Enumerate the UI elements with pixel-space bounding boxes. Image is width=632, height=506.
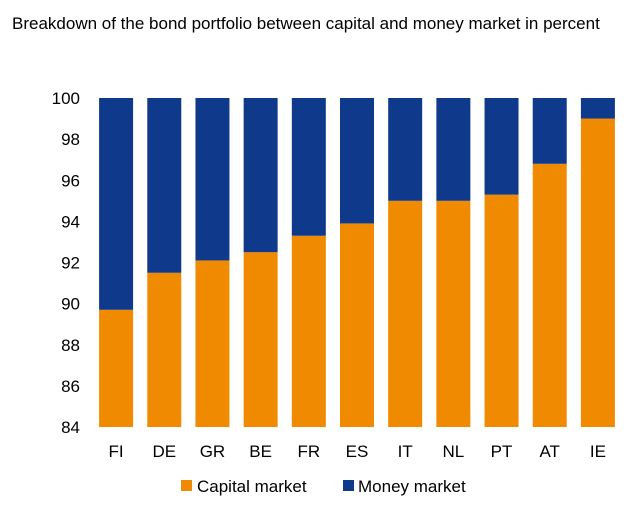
legend: Capital market Money market	[181, 477, 466, 496]
x-tick-label: IE	[590, 442, 606, 461]
x-tick-label: BE	[249, 442, 272, 461]
legend-swatch-capital-market	[181, 480, 192, 491]
legend-label-money-market: Money market	[358, 477, 466, 496]
bar-money-market-ie	[580, 98, 615, 119]
x-tick-label: ES	[346, 442, 369, 461]
legend-swatch-money-market	[343, 480, 354, 491]
bar-money-market-be	[243, 98, 278, 253]
bar-capital-market-es	[340, 223, 374, 427]
x-tick-label: PT	[491, 442, 513, 461]
chart-title: Breakdown of the bond portfolio between …	[12, 14, 600, 33]
bars	[99, 98, 615, 428]
bar-capital-market-it	[388, 200, 423, 427]
y-tick-label: 96	[61, 171, 80, 190]
bar-capital-market-nl	[436, 200, 471, 427]
y-tick-label: 88	[61, 336, 80, 355]
bar-money-market-gr	[195, 98, 230, 261]
bar-capital-market-at	[532, 163, 567, 428]
bar-money-market-nl	[436, 98, 471, 201]
bar-money-market-es	[340, 98, 374, 224]
bar-capital-market-fr	[291, 235, 326, 427]
y-axis: 84 86 88 90 92 94 96 98 100	[52, 89, 80, 437]
x-tick-label: NL	[442, 442, 464, 461]
bar-capital-market-ie	[580, 118, 615, 427]
y-tick-label: 86	[61, 377, 80, 396]
y-tick-label: 90	[61, 295, 80, 314]
bar-money-market-at	[532, 98, 567, 164]
y-tick-label: 94	[61, 212, 80, 231]
x-tick-label: FR	[297, 442, 320, 461]
y-tick-label: 100	[52, 89, 80, 108]
y-tick-label: 92	[61, 254, 80, 273]
x-tick-label: DE	[152, 442, 176, 461]
bar-money-market-pt	[484, 98, 519, 195]
y-tick-label: 84	[61, 418, 80, 437]
bar-capital-market-gr	[195, 260, 230, 427]
x-tick-label: GR	[200, 442, 226, 461]
x-tick-label: IT	[398, 442, 413, 461]
x-axis: FI DE GR BE FR ES IT NL PT AT IE	[109, 442, 606, 461]
x-tick-label: AT	[539, 442, 559, 461]
bar-money-market-it	[388, 98, 423, 201]
bar-money-market-fr	[291, 98, 326, 236]
legend-label-capital-market: Capital market	[197, 477, 307, 496]
y-tick-label: 98	[61, 130, 80, 149]
bar-capital-market-fi	[99, 309, 134, 427]
x-tick-label: FI	[109, 442, 124, 461]
bar-capital-market-de	[147, 272, 182, 427]
bar-money-market-fi	[99, 98, 134, 310]
bar-capital-market-be	[243, 252, 278, 427]
bar-capital-market-pt	[484, 194, 519, 427]
bar-money-market-de	[147, 98, 182, 273]
